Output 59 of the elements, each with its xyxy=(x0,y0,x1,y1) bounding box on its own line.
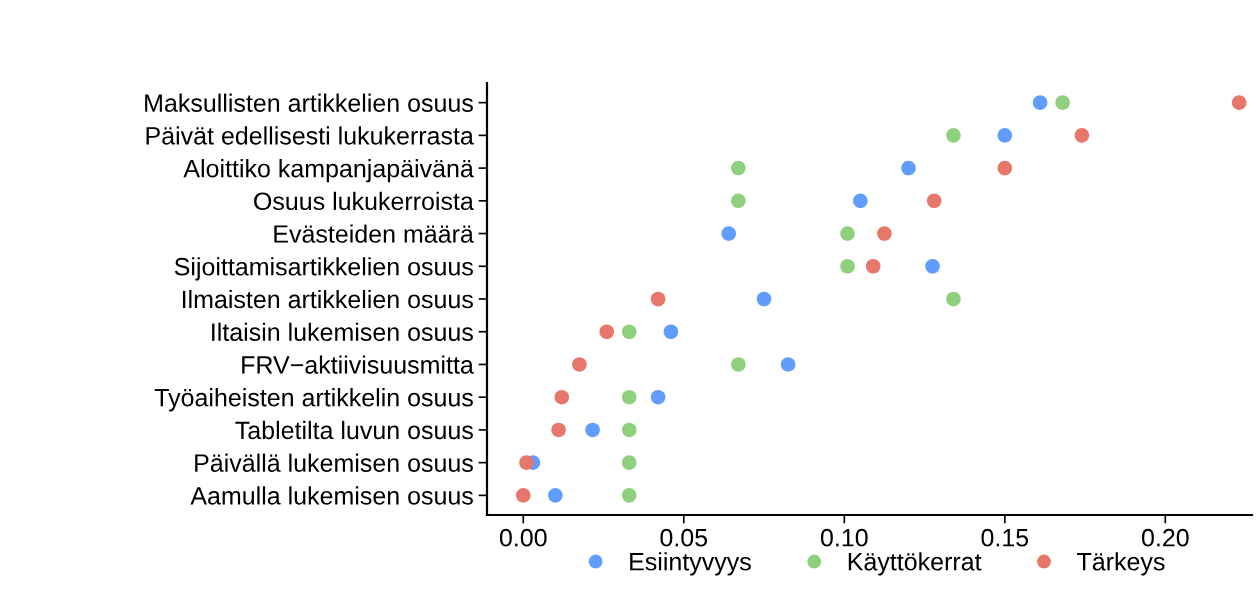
x-tick-label: 0.00 xyxy=(499,528,547,547)
point xyxy=(877,226,892,241)
point xyxy=(572,357,587,372)
x-tick-label: 0.10 xyxy=(820,528,868,547)
x-tick-label: 0.05 xyxy=(660,528,708,547)
point xyxy=(925,258,940,274)
point xyxy=(780,357,796,372)
point xyxy=(1055,95,1070,110)
point xyxy=(1032,95,1048,110)
point xyxy=(840,226,855,241)
y-tick-label: Työaiheisten artikkelin osuus xyxy=(154,388,473,412)
x-tick-label: 0.20 xyxy=(1141,528,1189,547)
point xyxy=(926,193,942,209)
point xyxy=(548,488,563,503)
y-tick-label: Tabletilta luvun osuus xyxy=(235,420,473,440)
point xyxy=(997,160,1013,176)
point xyxy=(650,389,666,405)
point xyxy=(621,455,637,470)
point xyxy=(756,291,772,307)
point xyxy=(515,488,531,503)
y-tick-label: Aamulla lukemisen osuus xyxy=(190,486,473,505)
point xyxy=(585,422,600,438)
y-tick-label: Ilmaisten artikkelien osuus xyxy=(182,289,473,309)
point xyxy=(1231,95,1247,110)
y-tick-label: Sijoittamisartikkelien osuus xyxy=(174,257,473,281)
point xyxy=(946,128,961,143)
point xyxy=(551,422,566,438)
point xyxy=(621,422,637,438)
point xyxy=(840,258,855,274)
y-tick-label: Iltaisin lukemisen osuus xyxy=(212,322,473,342)
point xyxy=(731,357,746,372)
y-tick-label: Osuus lukukerroista xyxy=(254,191,474,211)
point xyxy=(853,193,868,209)
legend-label: Tärkeys xyxy=(1077,552,1165,576)
point xyxy=(599,324,615,340)
point xyxy=(650,291,666,307)
y-tick-label: FRV−aktiivisuusmitta xyxy=(242,355,474,374)
point xyxy=(621,488,637,503)
point xyxy=(1074,128,1090,143)
y-tick-label: Maksullisten artikkelien osuus xyxy=(145,93,473,112)
legend-label: Käyttökerrat xyxy=(848,552,982,576)
point xyxy=(731,160,746,176)
y-tick-label: Aloittiko kampanjapäivänä xyxy=(183,159,474,183)
point xyxy=(621,389,637,405)
y-tick-label: Evästeiden määrä xyxy=(274,224,474,243)
y-tick-label: Päivällä lukemisen osuus xyxy=(195,453,473,472)
point xyxy=(997,128,1013,143)
point xyxy=(663,324,679,340)
point xyxy=(865,258,881,274)
x-tick-label: 0.15 xyxy=(981,528,1029,547)
point xyxy=(731,193,746,209)
legend-label: Esiintyvyys xyxy=(630,552,751,576)
point xyxy=(721,226,737,241)
point xyxy=(901,160,916,176)
point xyxy=(554,389,570,405)
y-tick-label: Päivät edellisesti lukukerrasta xyxy=(146,126,474,145)
point xyxy=(946,291,961,307)
point xyxy=(519,455,534,470)
point xyxy=(621,324,637,340)
